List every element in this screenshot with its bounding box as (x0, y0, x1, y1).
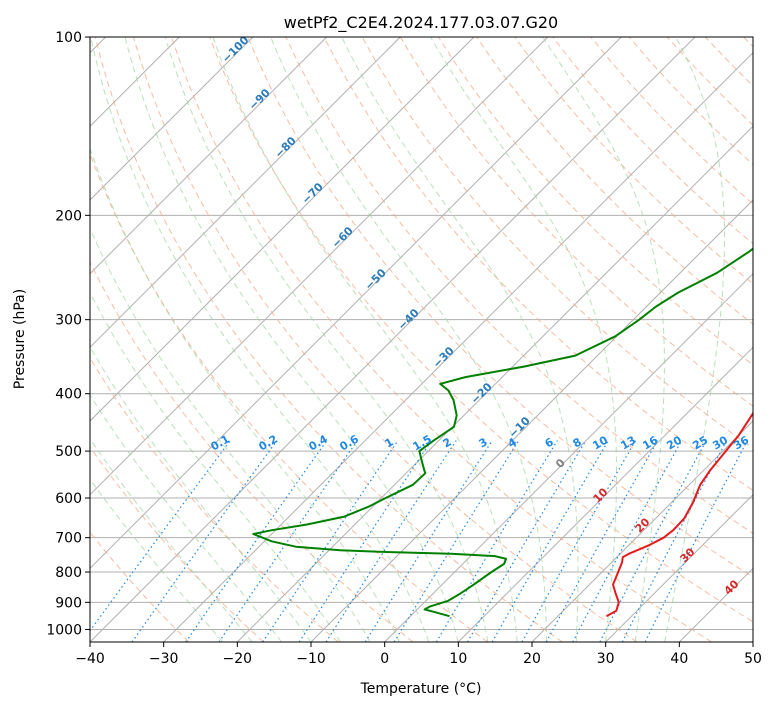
dry-adiabat-line (90, 446, 264, 642)
mixing-ratio-line (572, 440, 683, 642)
mixing-ratio-line (185, 440, 328, 642)
mixing-ratio-line (298, 440, 432, 642)
x-tick-label: −30 (149, 651, 179, 667)
y-tick-label: 1000 (46, 622, 82, 638)
y-tick-label: 100 (55, 30, 82, 46)
y-tick-label: 300 (55, 313, 82, 329)
isotherm-line (90, 37, 622, 570)
mixing-ratio-line (131, 440, 278, 642)
moist-adiabat-line (341, 37, 579, 642)
isotherm-line (90, 37, 401, 349)
isotherm-line (236, 125, 753, 642)
moist-adiabat-line (90, 437, 253, 642)
mixing-ratio-line (545, 440, 659, 642)
isotherm-line (531, 420, 753, 642)
x-tick-label: −20 (223, 651, 253, 667)
mixing-ratio-line (466, 440, 587, 642)
dry-adiabat-line (247, 37, 753, 578)
moist-adiabat-line (90, 394, 282, 642)
mixing-ratio-line (621, 440, 728, 642)
isotherm-line (90, 37, 254, 201)
y-tick-label: 400 (55, 387, 82, 403)
y-tick-label: 900 (55, 595, 82, 611)
y-tick-label: 700 (55, 531, 82, 547)
x-tick-label: 0 (380, 651, 389, 667)
mixing-ratio-line (393, 440, 520, 642)
isotherm-line (90, 37, 696, 642)
moist-adiabat-line (542, 37, 665, 642)
mixing-ratio-line (364, 440, 493, 642)
dry-adiabat-line (94, 37, 563, 642)
moist-adiabat-line (90, 345, 312, 642)
dry-adiabat-line (209, 37, 753, 623)
y-tick-label: 800 (55, 565, 82, 581)
y-axis-title: Pressure (hPa) (12, 289, 28, 389)
dry-adiabat-line (285, 37, 753, 535)
mixing-ratio-line (491, 440, 609, 642)
x-tick-label: −40 (75, 651, 105, 667)
mixing-ratio-line (644, 440, 748, 642)
x-tick-label: 10 (449, 651, 467, 667)
x-tick-label: −10 (296, 651, 326, 667)
moist-adiabat-line (664, 37, 726, 642)
chart-title: wetPf2_C2E4.2024.177.03.07.G20 (284, 13, 558, 33)
x-tick-label: 30 (597, 651, 615, 667)
moist-adiabat-line (430, 37, 617, 642)
x-tick-label: 50 (744, 651, 762, 667)
x-axis-title: Temperature (°C) (360, 681, 482, 697)
dry-adiabat-line (323, 37, 753, 491)
plot-area (90, 37, 753, 642)
plot-frame (89, 36, 754, 643)
background-lines (90, 37, 753, 642)
y-tick-label: 500 (55, 444, 82, 460)
moist-adiabat-line (270, 37, 548, 642)
moist-adiabat-line (90, 291, 341, 642)
moist-adiabat-line (164, 37, 489, 642)
isotherm-line (90, 37, 549, 496)
dewpoint-profile-line (252, 247, 753, 618)
isotherm-line (605, 493, 753, 642)
y-tick-label: 600 (55, 491, 82, 507)
moist-adiabat-line (124, 37, 459, 642)
moist-adiabat-line (212, 37, 518, 642)
moist-adiabat-line (90, 37, 430, 642)
y-tick-label: 200 (55, 208, 82, 224)
mixing-ratio-line (435, 440, 558, 642)
isotherm-line (384, 272, 753, 642)
isotherm-line (457, 346, 753, 642)
moist-adiabat-line (90, 227, 371, 642)
data-lines (252, 247, 753, 618)
dry-adiabat-line (90, 260, 414, 642)
dry-adiabat-line (514, 37, 753, 285)
x-tick-label: 40 (670, 651, 688, 667)
isotherm-line (90, 37, 328, 275)
axis-ticks: −40 −30 −20 −10 0 10 20 30 40 50 100 200 300 400 500 60… (46, 30, 762, 667)
moist-adiabat-line (90, 478, 223, 642)
mixing-ratio-line (599, 440, 707, 642)
mixing-ratio-line (521, 440, 637, 642)
x-tick-label: 20 (523, 651, 541, 667)
dry-adiabat-line (171, 37, 712, 642)
isotherm-line (90, 37, 475, 422)
temperature-profile-line (605, 411, 753, 618)
isotherm-line (163, 51, 753, 642)
